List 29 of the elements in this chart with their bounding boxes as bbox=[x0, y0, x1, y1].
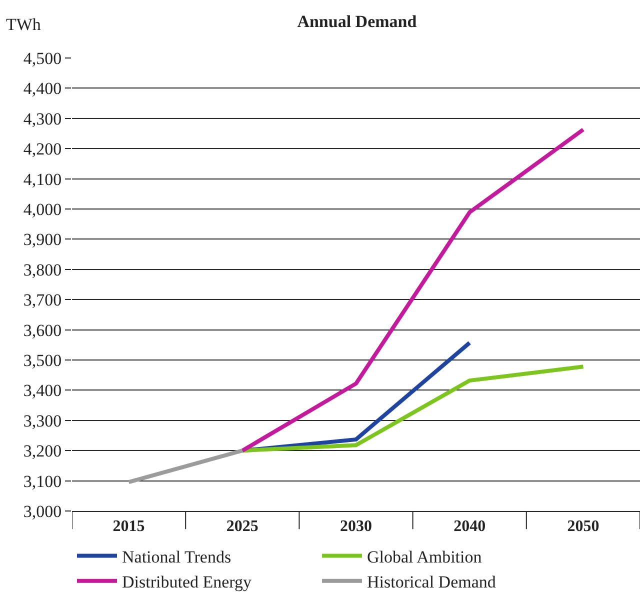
y-tick-label: 3,400 bbox=[23, 381, 62, 400]
x-tick-label: 2015 bbox=[112, 518, 145, 536]
line-series bbox=[240, 364, 586, 453]
y-tick-label: 3,500 bbox=[23, 350, 62, 370]
y-tick-label: 4,400 bbox=[23, 79, 62, 98]
y-axis-title: TWh bbox=[6, 15, 42, 34]
y-tick-label: 3,900 bbox=[23, 230, 62, 250]
y-tick-label: 3,200 bbox=[23, 442, 62, 461]
y-tick-label: 3,600 bbox=[23, 320, 62, 340]
line-series bbox=[240, 128, 586, 453]
y-tick-label: 4,300 bbox=[23, 109, 62, 128]
y-tick-label: 4,200 bbox=[23, 140, 62, 159]
legend-label: Distributed Energy bbox=[122, 572, 252, 592]
x-tick-label: 2050 bbox=[567, 518, 600, 536]
y-tick-label: 4,100 bbox=[23, 170, 62, 189]
y-tick-label: 4,500 bbox=[23, 48, 62, 68]
x-tick-label: 2030 bbox=[340, 518, 372, 536]
y-tick-label: 3,000 bbox=[23, 502, 62, 521]
chart-title: Annual Demand bbox=[297, 12, 418, 32]
y-tick-label: 3,300 bbox=[23, 411, 62, 430]
legend-label: Global Ambition bbox=[367, 547, 482, 566]
y-tick-label: 3,700 bbox=[23, 290, 62, 310]
legend-label: Historical Demand bbox=[367, 572, 496, 592]
x-tick-label: 2025 bbox=[226, 518, 258, 536]
legend-label: National Trends bbox=[122, 547, 232, 566]
x-tick-label: 2040 bbox=[454, 518, 486, 536]
y-tick-label: 3,800 bbox=[23, 260, 62, 280]
y-tick-label: 4,000 bbox=[23, 200, 62, 219]
y-tick-label: 3,100 bbox=[23, 472, 62, 491]
